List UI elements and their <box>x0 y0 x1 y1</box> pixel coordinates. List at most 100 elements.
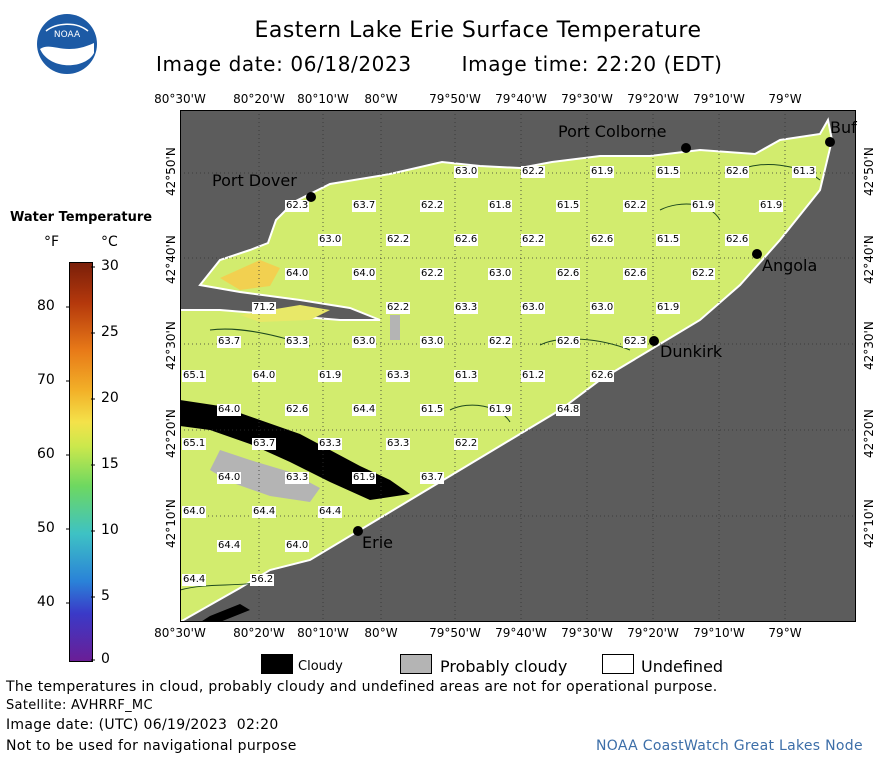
cloud-area <box>200 604 250 622</box>
temp-label: 63.0 <box>488 268 513 280</box>
temp-label: 61.9 <box>656 302 681 314</box>
temp-label: 62.2 <box>420 200 445 212</box>
temp-label: 62.2 <box>521 234 546 246</box>
temp-label: 64.0 <box>352 268 377 280</box>
temp-label: 64.0 <box>252 370 277 382</box>
temp-label: 62.2 <box>691 268 716 280</box>
place-label-buffalo: Buf <box>830 118 857 137</box>
legend-f-tick: 40 <box>37 594 55 610</box>
temp-label: 63.3 <box>285 336 310 348</box>
lon-label: 80°10'W <box>297 92 349 106</box>
temp-label: 62.2 <box>488 336 513 348</box>
lon-label: 80°20'W <box>233 92 285 106</box>
temp-label: 62.6 <box>725 166 750 178</box>
lon-label: 80°30'W <box>154 92 206 106</box>
temp-label: 61.9 <box>691 200 716 212</box>
lat-label: 42°30'N <box>164 321 178 370</box>
image-date: Image date: 06/18/2023 <box>156 52 412 76</box>
temp-label: 63.3 <box>454 302 479 314</box>
legend-c-tick: 15 <box>101 456 119 472</box>
long-point-bay-water <box>240 305 330 322</box>
footer-disclaimer: The temperatures in cloud, probably clou… <box>6 679 718 695</box>
temp-label: 61.9 <box>318 370 343 382</box>
temp-label: 63.0 <box>521 302 546 314</box>
lon-label: 80°10'W <box>297 626 349 640</box>
key-probably-cloudy-label: Probably cloudy <box>440 657 568 676</box>
lon-labels-top: 80°30'W 80°20'W 80°10'W 80°W 79°50'W 79°… <box>0 92 896 108</box>
temp-label: 62.2 <box>420 268 445 280</box>
footer-credit: NOAA CoastWatch Great Lakes Node <box>596 738 863 754</box>
city-dot <box>306 192 316 202</box>
temp-label: 64.4 <box>182 574 207 586</box>
map-title: Eastern Lake Erie Surface Temperature <box>254 18 702 43</box>
temp-label: 62.3 <box>285 200 310 212</box>
temp-label: 63.7 <box>217 336 242 348</box>
key-cloudy-swatch <box>261 654 293 674</box>
temp-label: 62.2 <box>623 200 648 212</box>
noaa-logo: NOAA <box>36 13 98 75</box>
legend-ticks <box>66 266 95 661</box>
lon-label: 79°40'W <box>495 92 547 106</box>
temp-label: 61.9 <box>759 200 784 212</box>
temp-label: 65.1 <box>182 370 207 382</box>
place-label-port-dover: Port Dover <box>212 171 297 190</box>
temp-label: 62.2 <box>386 302 411 314</box>
temp-label: 62.6 <box>454 234 479 246</box>
temp-label: 62.6 <box>556 268 581 280</box>
temp-label: 64.8 <box>556 404 581 416</box>
temp-label: 64.4 <box>318 506 343 518</box>
temp-label: 62.2 <box>521 166 546 178</box>
temp-label: 63.0 <box>590 302 615 314</box>
footer-utc-date: Image date: (UTC) 06/19/2023 02:20 <box>6 717 279 733</box>
lon-label: 80°30'W <box>154 626 206 640</box>
legend-c-tick: 25 <box>101 324 119 340</box>
legend-f-tick: 60 <box>37 446 55 462</box>
temp-label: 71.2 <box>252 302 277 314</box>
temp-label: 62.2 <box>454 438 479 450</box>
city-dot <box>681 143 691 153</box>
temp-label: 62.3 <box>623 336 648 348</box>
city-dot <box>752 249 762 259</box>
lon-label: 80°W <box>364 626 398 640</box>
temp-label: 64.0 <box>182 506 207 518</box>
temperature-labels: .tv { position:absolute; background:#fff… <box>180 110 856 622</box>
city-dot <box>649 336 659 346</box>
city-dot <box>825 137 835 147</box>
lat-label: 42°10'N <box>862 499 876 548</box>
legend-unit-c: °C <box>101 234 118 250</box>
temp-label: 63.0 <box>318 234 343 246</box>
temp-label: 61.2 <box>521 370 546 382</box>
lon-label: 79°30'W <box>561 626 613 640</box>
warm-bay <box>220 260 280 290</box>
lat-label: 42°50'N <box>164 147 178 196</box>
temp-label: 61.9 <box>488 404 513 416</box>
temp-label: 62.6 <box>623 268 648 280</box>
lon-label: 79°W <box>768 626 802 640</box>
temp-label: 63.0 <box>352 336 377 348</box>
key-probably-cloudy-swatch <box>400 654 432 674</box>
place-label-erie: Erie <box>362 533 393 552</box>
lon-label: 79°10'W <box>693 92 745 106</box>
footer-satellite: Satellite: AVHRRF_MC <box>6 698 153 713</box>
temp-label: 62.6 <box>725 234 750 246</box>
legend-c-tick: 10 <box>101 522 119 538</box>
temp-label: 61.5 <box>556 200 581 212</box>
city-dot <box>353 526 363 536</box>
key-cloudy-label: Cloudy <box>298 659 343 674</box>
lon-label: 79°30'W <box>561 92 613 106</box>
lon-label: 79°10'W <box>693 626 745 640</box>
temp-label: 63.3 <box>285 472 310 484</box>
temp-label: 61.3 <box>792 166 817 178</box>
legend-f-tick: 50 <box>37 520 55 536</box>
legend-unit-f: °F <box>44 234 60 250</box>
lon-label: 79°40'W <box>495 626 547 640</box>
place-label-port-colborne: Port Colborne <box>558 122 667 141</box>
temp-label: 64.4 <box>217 540 242 552</box>
lon-label: 79°20'W <box>627 626 679 640</box>
lon-label: 79°50'W <box>429 92 481 106</box>
lon-labels-bottom: 80°30'W 80°20'W 80°10'W 80°W 79°50'W 79°… <box>0 626 896 642</box>
lat-label: 42°30'N <box>862 321 876 370</box>
legend-f-tick: 80 <box>37 298 55 314</box>
lon-label: 79°20'W <box>627 92 679 106</box>
temp-label: 61.5 <box>656 234 681 246</box>
